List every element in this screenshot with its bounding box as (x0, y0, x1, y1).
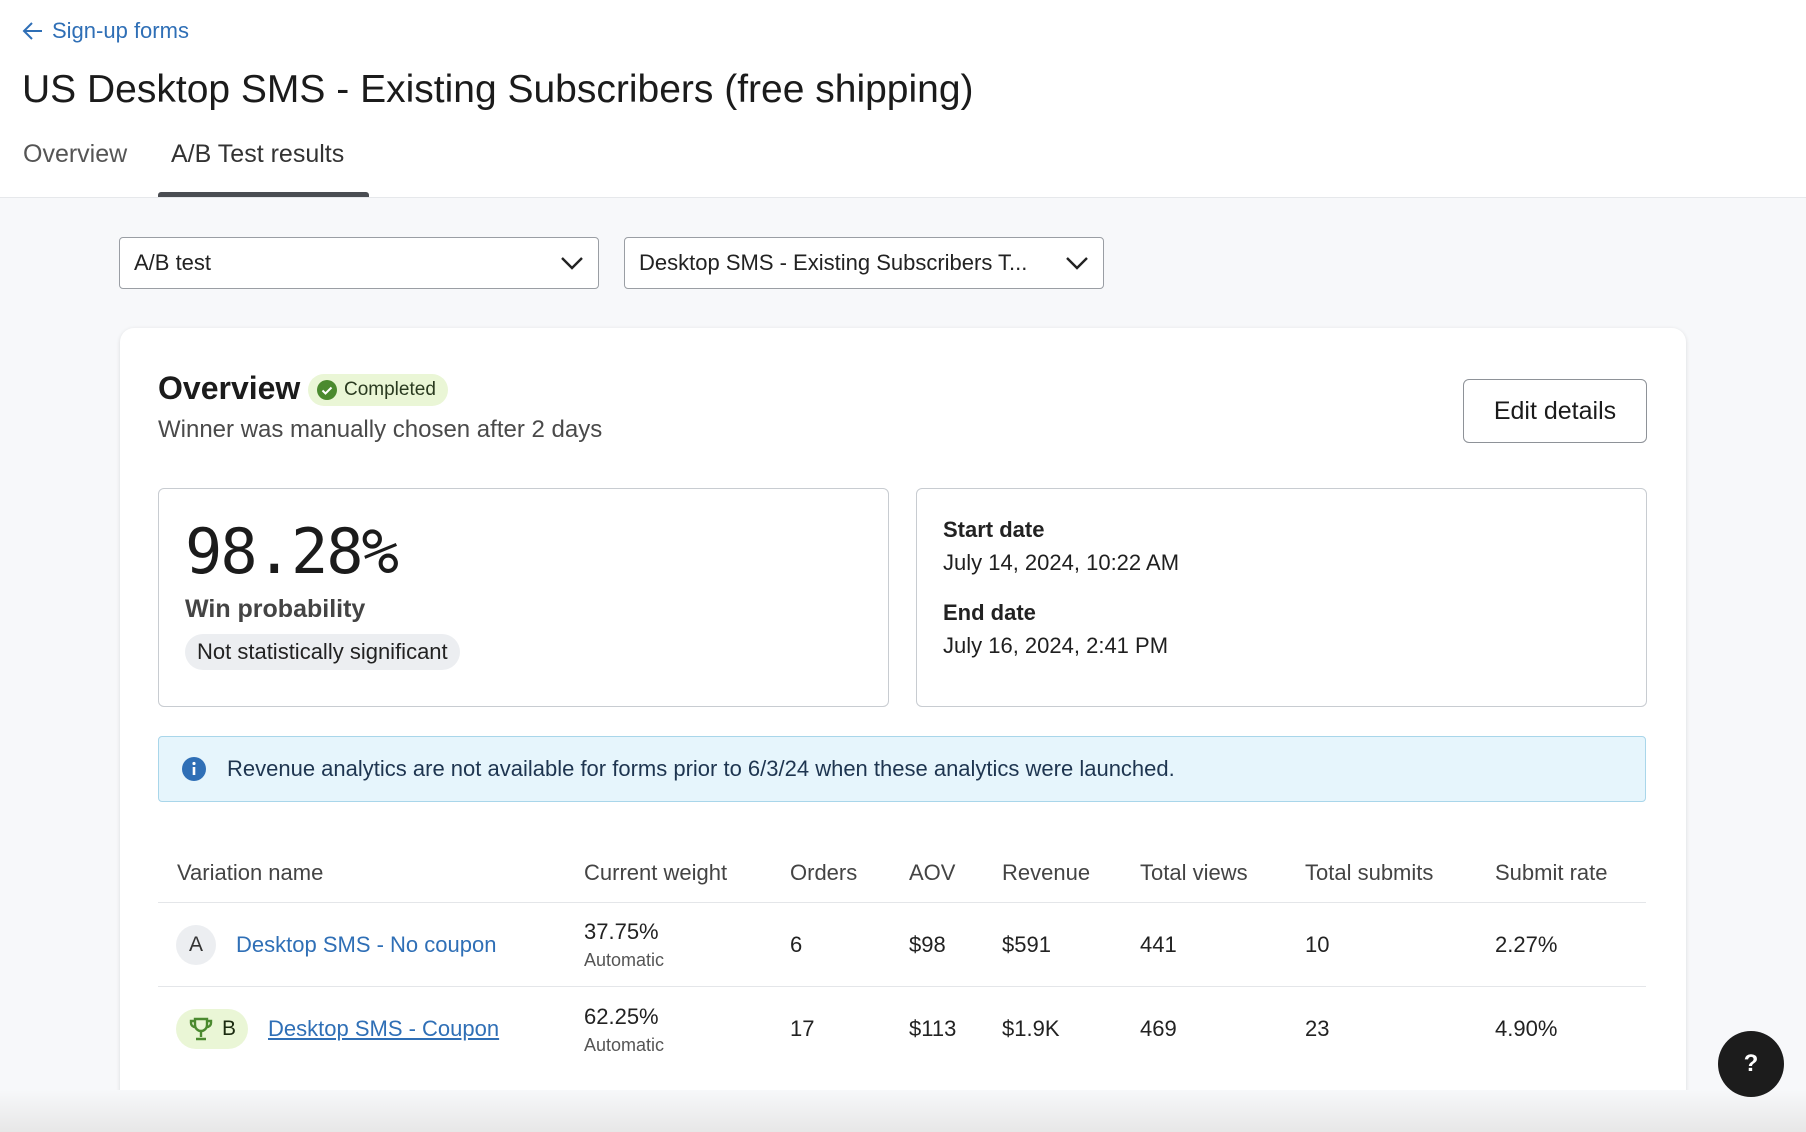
overview-subtitle: Winner was manually chosen after 2 days (158, 416, 603, 443)
divider (158, 986, 1646, 987)
status-label: Completed (344, 379, 436, 400)
winner-badge: B (176, 1009, 248, 1049)
variation-letter-badge: A (176, 925, 216, 965)
weight-mode: Automatic (584, 1035, 665, 1055)
col-aov: AOV (909, 860, 956, 885)
win-probability-label: Win probability (185, 595, 366, 623)
page-bottom-fade (0, 1090, 1806, 1132)
page-title: US Desktop SMS - Existing Subscribers (f… (22, 68, 974, 111)
check-circle-icon (317, 380, 337, 400)
col-orders: Orders (790, 860, 858, 885)
submits-value: 10 (1305, 932, 1330, 957)
dates-box: Start date July 14, 2024, 10:22 AM End d… (916, 488, 1647, 707)
arrow-left-icon (22, 22, 42, 40)
col-total-submits: Total submits (1305, 860, 1434, 885)
test-type-dropdown[interactable]: A/B test (119, 237, 599, 289)
col-current-weight: Current weight (584, 860, 728, 885)
start-date-value: July 14, 2024, 10:22 AM (943, 550, 1180, 575)
variation-letter: B (221, 1017, 236, 1040)
revenue-value: $1.9K (1002, 1016, 1060, 1041)
test-name-dropdown[interactable]: Desktop SMS - Existing Subscribers T... (624, 237, 1104, 289)
active-tab-indicator (158, 192, 369, 197)
overview-card: Overview Completed Winner was manually c… (120, 328, 1686, 1108)
info-icon (182, 757, 206, 781)
weight-value: 62.25% (584, 1004, 659, 1029)
col-total-views: Total views (1140, 860, 1248, 885)
end-date-label: End date (943, 600, 1036, 625)
page-header: Sign-up forms US Desktop SMS - Existing … (0, 0, 1806, 198)
info-banner: Revenue analytics are not available for … (158, 736, 1646, 802)
aov-value: $98 (909, 932, 946, 957)
significance-badge: Not statistically significant (185, 634, 460, 670)
start-date-label: Start date (943, 517, 1045, 542)
chevron-down-icon (561, 257, 583, 270)
back-link[interactable]: Sign-up forms (22, 18, 189, 44)
orders-value: 17 (790, 1016, 815, 1041)
overview-heading: Overview (158, 370, 301, 406)
win-probability-value: 98.28% (185, 515, 399, 588)
trophy-icon (189, 1017, 213, 1041)
back-link-label: Sign-up forms (52, 18, 189, 43)
rate-value: 4.90% (1495, 1016, 1558, 1041)
views-value: 441 (1140, 932, 1177, 957)
status-badge: Completed (308, 374, 448, 406)
info-text: Revenue analytics are not available for … (227, 756, 1175, 781)
variation-link[interactable]: Desktop SMS - Coupon (268, 1016, 500, 1041)
help-button[interactable]: ? (1718, 1031, 1784, 1097)
revenue-value: $591 (1002, 932, 1051, 957)
views-value: 469 (1140, 1016, 1177, 1041)
tab-ab-test-results[interactable]: A/B Test results (171, 140, 345, 168)
rate-value: 2.27% (1495, 932, 1558, 957)
weight-value: 37.75% (584, 919, 659, 944)
win-probability-box: 98.28% Win probability Not statistically… (158, 488, 889, 707)
weight-mode: Automatic (584, 950, 665, 970)
submits-value: 23 (1305, 1016, 1330, 1041)
tab-overview[interactable]: Overview (23, 140, 128, 168)
edit-details-button[interactable]: Edit details (1463, 379, 1647, 443)
col-variation-name: Variation name (177, 860, 324, 885)
orders-value: 6 (790, 932, 803, 957)
aov-value: $113 (909, 1016, 957, 1041)
variation-link[interactable]: Desktop SMS - No coupon (236, 932, 497, 957)
col-submit-rate: Submit rate (1495, 860, 1608, 885)
test-name-value: Desktop SMS - Existing Subscribers T... (639, 250, 1028, 275)
divider (158, 902, 1646, 903)
end-date-value: July 16, 2024, 2:41 PM (943, 633, 1169, 658)
col-revenue: Revenue (1002, 860, 1091, 885)
chevron-down-icon (1066, 257, 1088, 270)
test-type-value: A/B test (134, 250, 212, 275)
